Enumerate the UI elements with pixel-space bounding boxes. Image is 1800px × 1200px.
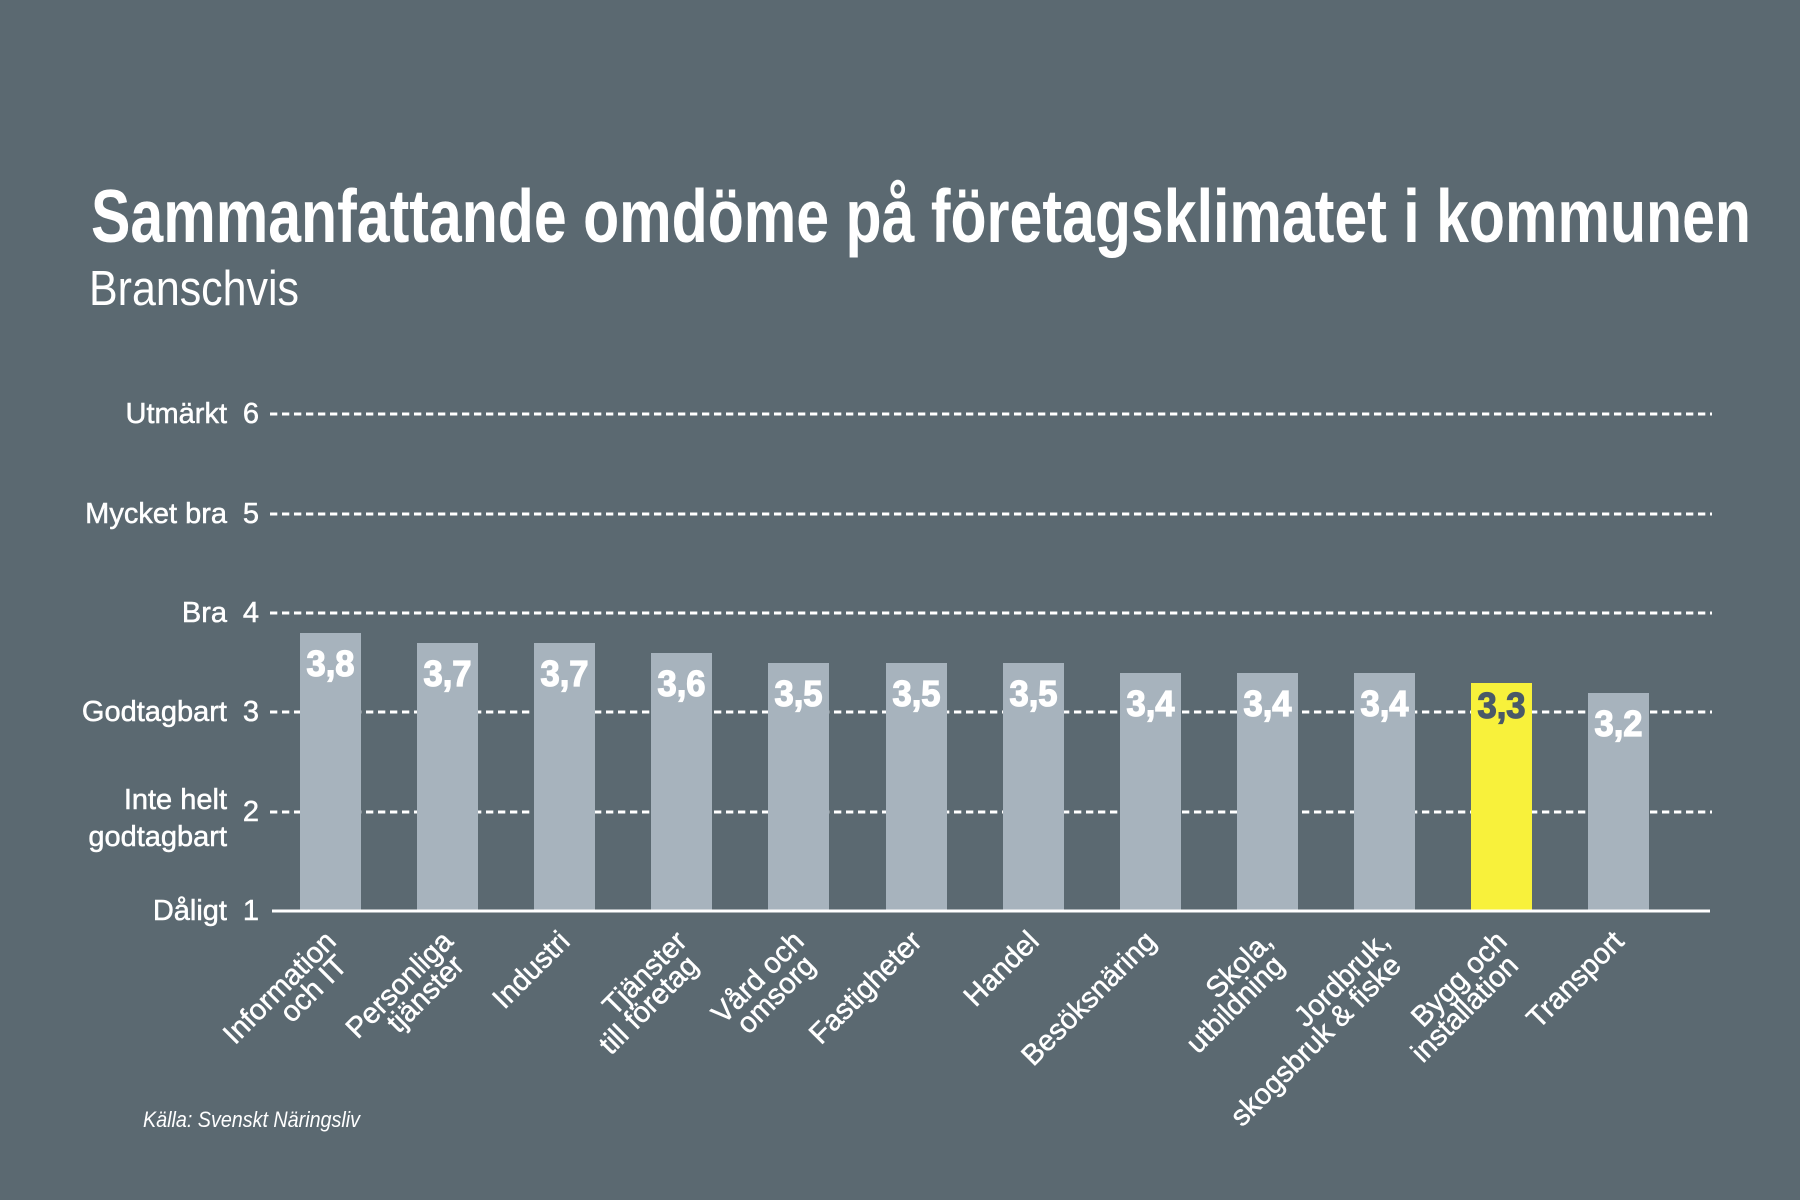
svg-text:Godtagbart: Godtagbart xyxy=(82,696,227,728)
svg-text:Dåligt: Dåligt xyxy=(153,895,227,927)
svg-text:3,7: 3,7 xyxy=(541,653,589,694)
svg-text:3,2: 3,2 xyxy=(1595,703,1643,744)
svg-text:3: 3 xyxy=(243,696,259,728)
svg-text:3,4: 3,4 xyxy=(1127,683,1175,724)
svg-text:2: 2 xyxy=(243,796,259,828)
svg-text:3,6: 3,6 xyxy=(658,663,706,704)
svg-text:3,5: 3,5 xyxy=(775,673,823,714)
svg-text:6: 6 xyxy=(243,398,259,430)
svg-text:5: 5 xyxy=(243,498,259,530)
svg-text:3,5: 3,5 xyxy=(1010,673,1058,714)
svg-text:Inte helt: Inte helt xyxy=(124,784,227,816)
svg-text:3,4: 3,4 xyxy=(1244,683,1292,724)
svg-text:Branschvis: Branschvis xyxy=(89,262,299,316)
svg-text:3,3: 3,3 xyxy=(1478,685,1526,726)
svg-text:Utmärkt: Utmärkt xyxy=(126,398,228,430)
svg-text:Mycket bra: Mycket bra xyxy=(85,498,228,530)
svg-text:Källa: Svenskt Näringsliv: Källa: Svenskt Näringsliv xyxy=(143,1107,362,1132)
svg-text:3,8: 3,8 xyxy=(307,643,355,684)
svg-text:Sammanfattande omdöme på föret: Sammanfattande omdöme på företagsklimate… xyxy=(91,174,1751,258)
svg-text:3,4: 3,4 xyxy=(1361,683,1409,724)
svg-text:3,7: 3,7 xyxy=(424,653,472,694)
svg-text:4: 4 xyxy=(243,597,259,629)
svg-text:3,5: 3,5 xyxy=(893,673,941,714)
svg-text:1: 1 xyxy=(243,895,259,927)
svg-text:godtagbart: godtagbart xyxy=(88,821,227,853)
svg-text:Bra: Bra xyxy=(182,597,228,629)
